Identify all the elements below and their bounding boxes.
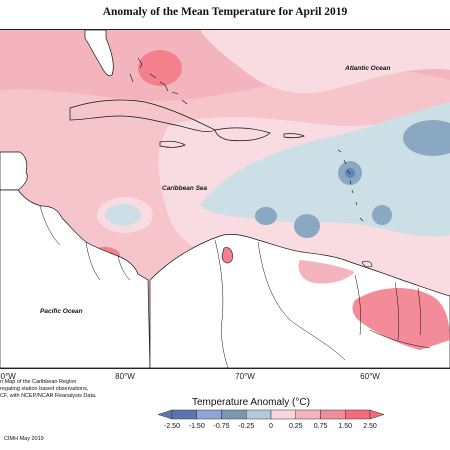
legend-tick-label: 0.75 xyxy=(313,423,328,430)
land-lesser-antilles xyxy=(337,149,364,222)
note-line-3: CF, with NCEP/NCAR Reanalysis Data. xyxy=(0,393,97,399)
land-central-america xyxy=(0,189,151,368)
legend-swatch xyxy=(196,409,222,420)
legend-swatch xyxy=(345,409,371,420)
land-jamaica xyxy=(159,140,186,148)
cool-core-antilles-strong xyxy=(345,168,355,178)
legend-swatch xyxy=(320,409,346,420)
legend-tick-label: 2.50 xyxy=(363,423,377,430)
legend-swatch xyxy=(270,409,296,420)
note-credit: CIMH May 2019 xyxy=(4,436,44,442)
legend-tick-label: -1.50 xyxy=(188,423,205,430)
legend-tick-label: 0.25 xyxy=(288,423,303,430)
legend-title: Temperature Anomaly (°C) xyxy=(192,397,310,408)
map-title: Anomaly of the Mean Temperature for Apri… xyxy=(102,6,348,18)
longitude-label-60w: 60°W xyxy=(360,372,380,381)
legend-tick-label: 1.50 xyxy=(338,423,353,430)
cool-core-2 xyxy=(294,214,320,238)
light-warm-zone-north-east xyxy=(200,30,450,94)
cool-core-3 xyxy=(372,205,392,225)
label-atlantic-ocean: Atlantic Ocean xyxy=(344,65,391,72)
legend-tick-label: -2.50 xyxy=(164,423,180,430)
land-puerto-rico xyxy=(283,133,305,139)
land-florida xyxy=(84,30,114,77)
land-south-america xyxy=(149,234,450,368)
warm-core-bahamas xyxy=(138,50,182,86)
anomaly-map: Atlantic Ocean Caribbean Sea Pacific Oce… xyxy=(0,29,450,369)
legend-cap-low xyxy=(157,409,173,420)
warm-land-venezuela xyxy=(298,260,355,284)
legend-swatch xyxy=(246,409,272,420)
land-bahamas xyxy=(129,57,188,105)
cool-core-1 xyxy=(255,207,277,225)
legend-swatch xyxy=(295,409,321,420)
land-hispaniola xyxy=(214,127,271,142)
longitude-label-70w: 70°W xyxy=(235,372,255,381)
legend-tick-label: -0.75 xyxy=(213,423,230,430)
cool-core-far-east xyxy=(403,120,450,156)
longitude-label-80w: 80°W xyxy=(115,372,135,381)
legend-tick-label: -0.25 xyxy=(238,423,255,430)
longitude-label-90w: 90°W xyxy=(0,372,16,381)
warm-land-guianas xyxy=(352,288,450,350)
land-cuba xyxy=(69,99,216,132)
legend-swatch xyxy=(171,409,197,420)
lake-maracaibo xyxy=(221,247,233,264)
legend-cap-high xyxy=(369,409,385,420)
legend-swatch xyxy=(221,409,247,420)
country-borders xyxy=(39,205,431,368)
label-caribbean-sea: Caribbean Sea xyxy=(162,185,208,192)
legend-colorbar xyxy=(157,409,385,420)
note-line-2: regating station based observations, xyxy=(0,386,89,392)
anomaly-map-svg: Atlantic Ocean Caribbean Sea Pacific Oce… xyxy=(0,30,450,368)
cool-spot-west xyxy=(105,204,141,226)
note-line-1: n Map of the Caribbean Region xyxy=(0,379,77,385)
label-pacific-ocean: Pacific Ocean xyxy=(40,308,83,315)
land-yucatan xyxy=(0,151,28,191)
land-trinidad xyxy=(361,260,373,268)
cool-zone-atlantic xyxy=(200,102,450,237)
legend-tick-label: 0 xyxy=(269,423,273,430)
